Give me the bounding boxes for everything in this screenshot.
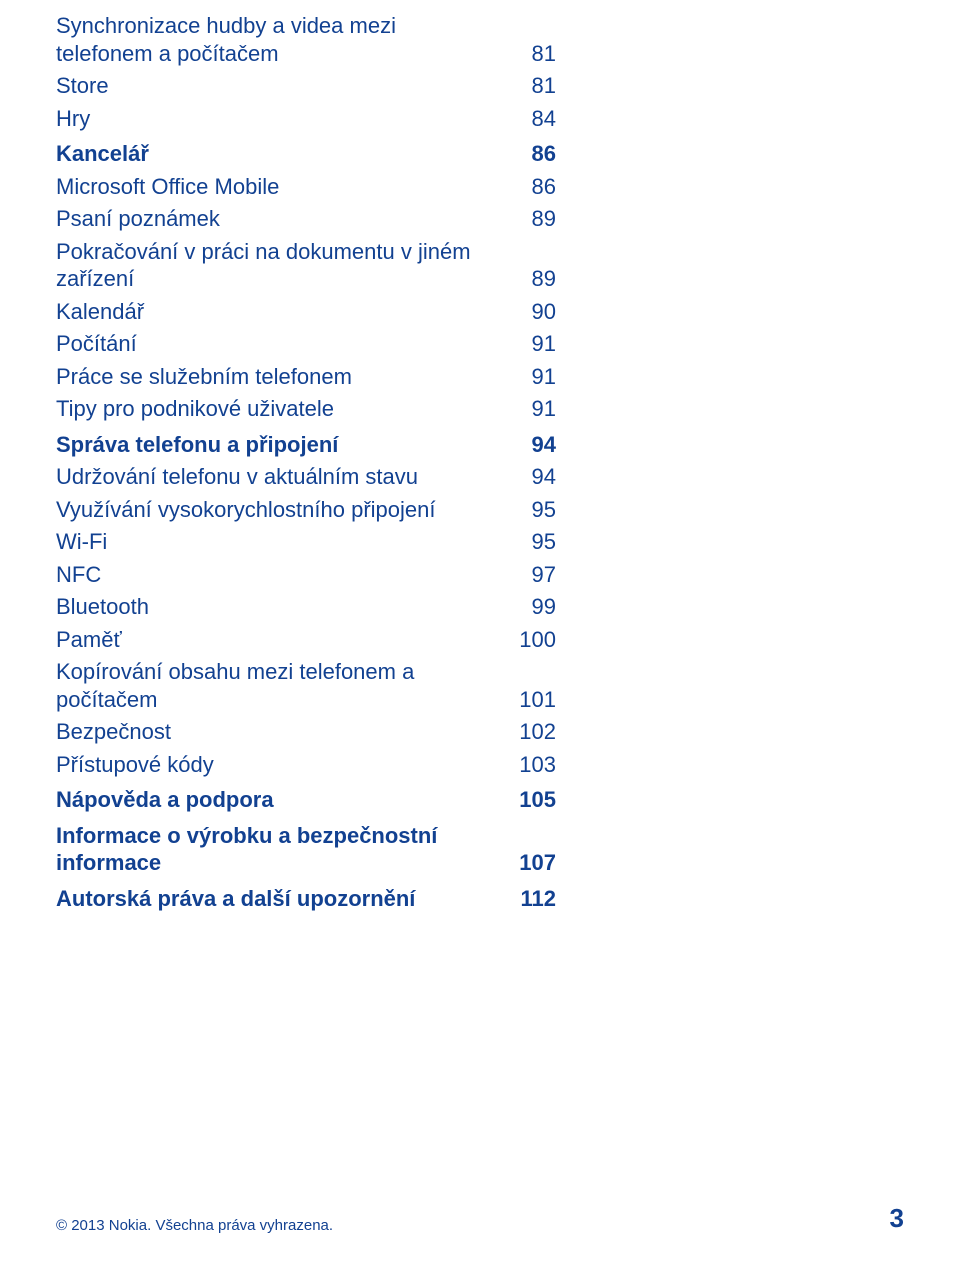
toc-page-number: 94 <box>493 431 556 459</box>
toc-label: Tipy pro podnikové uživatele <box>56 395 334 423</box>
toc-label: Bluetooth <box>56 593 149 621</box>
toc-page-number: 84 <box>493 105 556 133</box>
toc-label: Počítání <box>56 330 137 358</box>
page-footer: © 2013 Nokia. Všechna práva vyhrazena. 3 <box>56 1203 904 1234</box>
toc-row[interactable]: Microsoft Office Mobile 86 <box>56 173 556 201</box>
toc-page-number: 107 <box>493 849 556 877</box>
toc-page-number: 100 <box>493 626 556 654</box>
toc-row[interactable]: Informace o výrobku a bezpečnostní infor… <box>56 822 556 877</box>
toc-row[interactable]: Kalendář 90 <box>56 298 556 326</box>
toc-label: Správa telefonu a připojení <box>56 431 338 459</box>
toc-page-number: 94 <box>493 463 556 491</box>
table-of-contents: Synchronizace hudby a videa mezi telefon… <box>56 12 556 917</box>
toc-page-number: 112 <box>493 885 556 913</box>
page-number: 3 <box>890 1203 904 1234</box>
toc-page-number: 91 <box>493 363 556 391</box>
toc-row[interactable]: Práce se služebním telefonem 91 <box>56 363 556 391</box>
toc-page-number: 89 <box>493 265 556 293</box>
toc-label: Paměť <box>56 626 122 654</box>
toc-label: Využívání vysokorychlostního připojení <box>56 496 436 524</box>
toc-label: Kopírování obsahu mezi telefonem a počít… <box>56 658 476 713</box>
toc-page-number: 90 <box>493 298 556 326</box>
toc-page-number: 86 <box>493 140 556 168</box>
toc-page-number: 91 <box>493 395 556 423</box>
toc-label: Kalendář <box>56 298 144 326</box>
toc-row[interactable]: NFC 97 <box>56 561 556 589</box>
toc-page-number: 89 <box>493 205 556 233</box>
toc-row[interactable]: Počítání 91 <box>56 330 556 358</box>
toc-label: Přístupové kódy <box>56 751 214 779</box>
toc-row[interactable]: Pokračování v práci na dokumentu v jiném… <box>56 238 556 293</box>
document-page: Synchronizace hudby a videa mezi telefon… <box>0 0 960 1264</box>
toc-page-number: 105 <box>493 786 556 814</box>
toc-label: Psaní poznámek <box>56 205 220 233</box>
toc-page-number: 95 <box>493 528 556 556</box>
toc-label: Kancelář <box>56 140 149 168</box>
copyright-text: © 2013 Nokia. Všechna práva vyhrazena. <box>56 1217 333 1234</box>
toc-row[interactable]: Správa telefonu a připojení 94 <box>56 431 556 459</box>
toc-row[interactable]: Store 81 <box>56 72 556 100</box>
toc-row[interactable]: Paměť 100 <box>56 626 556 654</box>
toc-row[interactable]: Tipy pro podnikové uživatele 91 <box>56 395 556 423</box>
toc-label: Hry <box>56 105 90 133</box>
toc-row[interactable]: Wi-Fi 95 <box>56 528 556 556</box>
toc-label: Synchronizace hudby a videa mezi telefon… <box>56 12 476 67</box>
toc-page-number: 95 <box>493 496 556 524</box>
toc-page-number: 86 <box>493 173 556 201</box>
toc-page-number: 99 <box>493 593 556 621</box>
toc-page-number: 81 <box>493 40 556 68</box>
toc-label: Udržování telefonu v aktuálním stavu <box>56 463 418 491</box>
toc-row[interactable]: Využívání vysokorychlostního připojení 95 <box>56 496 556 524</box>
toc-row[interactable]: Kancelář 86 <box>56 140 556 168</box>
toc-row[interactable]: Udržování telefonu v aktuálním stavu 94 <box>56 463 556 491</box>
toc-label: NFC <box>56 561 101 589</box>
toc-label: Nápověda a podpora <box>56 786 274 814</box>
toc-page-number: 97 <box>493 561 556 589</box>
toc-page-number: 81 <box>493 72 556 100</box>
toc-label: Autorská práva a další upozornění <box>56 885 415 913</box>
toc-label: Microsoft Office Mobile <box>56 173 279 201</box>
toc-row[interactable]: Bluetooth 99 <box>56 593 556 621</box>
toc-label: Informace o výrobku a bezpečnostní infor… <box>56 822 476 877</box>
toc-row[interactable]: Psaní poznámek 89 <box>56 205 556 233</box>
toc-row[interactable]: Autorská práva a další upozornění 112 <box>56 885 556 913</box>
toc-page-number: 102 <box>493 718 556 746</box>
toc-label: Pokračování v práci na dokumentu v jiném… <box>56 238 476 293</box>
toc-page-number: 91 <box>493 330 556 358</box>
toc-label: Bezpečnost <box>56 718 171 746</box>
toc-page-number: 101 <box>493 686 556 714</box>
toc-label: Store <box>56 72 109 100</box>
toc-label: Práce se služebním telefonem <box>56 363 352 391</box>
toc-row[interactable]: Nápověda a podpora 105 <box>56 786 556 814</box>
toc-row[interactable]: Kopírování obsahu mezi telefonem a počít… <box>56 658 556 713</box>
toc-row[interactable]: Bezpečnost 102 <box>56 718 556 746</box>
toc-row[interactable]: Synchronizace hudby a videa mezi telefon… <box>56 12 556 67</box>
toc-row[interactable]: Přístupové kódy 103 <box>56 751 556 779</box>
toc-row[interactable]: Hry 84 <box>56 105 556 133</box>
toc-label: Wi-Fi <box>56 528 107 556</box>
toc-page-number: 103 <box>493 751 556 779</box>
